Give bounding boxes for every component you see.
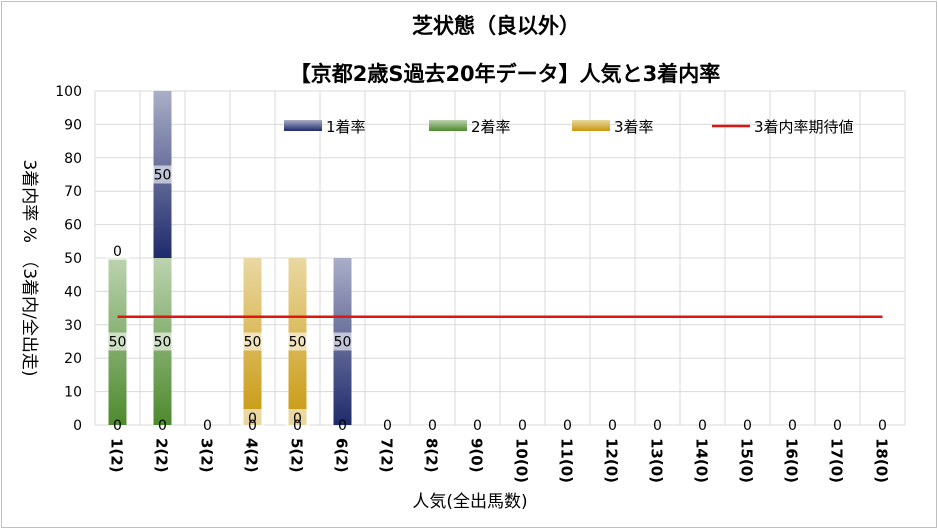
data-label: 50 bbox=[109, 335, 127, 351]
legend-label: 2着率 bbox=[471, 118, 511, 136]
zero-label: 0 bbox=[428, 418, 437, 434]
y-tick-label: 60 bbox=[64, 218, 82, 234]
x-tick-label: 16(0) bbox=[783, 438, 801, 483]
x-tick-label: 1(2) bbox=[108, 438, 126, 473]
data-label: 50 bbox=[289, 335, 307, 351]
legend-label: 1着率 bbox=[326, 118, 366, 136]
chart-subtitle: 【京都2歳S過去20年データ】人気と3着内率 bbox=[290, 62, 721, 86]
zero-label: 0 bbox=[113, 418, 122, 434]
y-tick-label: 40 bbox=[64, 284, 82, 300]
zero-label: 0 bbox=[698, 418, 707, 434]
data-label-bg bbox=[105, 242, 130, 260]
x-tick-label: 4(2) bbox=[243, 438, 261, 473]
zero-label: 0 bbox=[653, 418, 662, 434]
data-label: 50 bbox=[154, 168, 172, 184]
x-tick-label: 7(2) bbox=[378, 438, 396, 473]
x-tick-label: 3(2) bbox=[198, 438, 216, 473]
zero-label: 0 bbox=[743, 418, 752, 434]
y-tick-label: 10 bbox=[64, 385, 82, 401]
x-tick-label: 15(0) bbox=[738, 438, 756, 483]
data-label-bg bbox=[105, 332, 130, 351]
legend-label: 3着内率期待値 bbox=[754, 118, 854, 136]
legend-swatch-1着率 bbox=[284, 120, 322, 131]
x-tick-label: 13(0) bbox=[648, 438, 666, 483]
zero-label: 0 bbox=[518, 418, 527, 434]
x-tick-label: 11(0) bbox=[558, 438, 576, 483]
zero-label: 0 bbox=[833, 418, 842, 434]
y-tick-label: 70 bbox=[64, 184, 82, 200]
data-label-bg bbox=[285, 332, 310, 351]
x-tick-label: 17(0) bbox=[828, 438, 846, 483]
data-label-bg bbox=[240, 409, 265, 427]
data-label: 50 bbox=[244, 335, 262, 351]
y-tick-label: 80 bbox=[64, 151, 82, 167]
y-tick-label: 30 bbox=[64, 318, 82, 334]
x-tick-label: 2(2) bbox=[153, 438, 171, 473]
x-tick-label: 6(2) bbox=[333, 438, 351, 473]
chart-title: 芝状態（良以外） bbox=[412, 14, 580, 38]
legend-swatch-2着率 bbox=[429, 120, 467, 131]
zero-label: 0 bbox=[203, 418, 212, 434]
data-label: 50 bbox=[154, 335, 172, 351]
legend-label: 3着率 bbox=[614, 118, 654, 136]
zero-label: 0 bbox=[293, 418, 302, 434]
x-tick-label: 10(0) bbox=[513, 438, 531, 483]
data-label-bg bbox=[240, 332, 265, 351]
zero-label: 0 bbox=[338, 418, 347, 434]
data-label: 0 bbox=[293, 411, 302, 427]
data-label-bg bbox=[330, 332, 355, 351]
zero-label: 0 bbox=[788, 418, 797, 434]
zero-label: 0 bbox=[563, 418, 572, 434]
y-tick-label: 100 bbox=[55, 84, 82, 100]
x-tick-label: 12(0) bbox=[603, 438, 621, 483]
zero-label: 0 bbox=[158, 418, 167, 434]
x-tick-label: 14(0) bbox=[693, 438, 711, 483]
zero-label: 0 bbox=[608, 418, 617, 434]
y-axis-title: 3着内率 % （3着内/全出走) bbox=[19, 159, 39, 376]
data-label-bg bbox=[150, 332, 175, 351]
data-label-bg bbox=[285, 409, 310, 427]
y-tick-label: 50 bbox=[64, 251, 82, 267]
y-tick-label: 20 bbox=[64, 351, 82, 367]
data-label: 0 bbox=[113, 244, 122, 260]
y-tick-label: 90 bbox=[64, 117, 82, 133]
x-axis-title: 人気(全出馬数) bbox=[412, 492, 527, 512]
legend-swatch-3着率 bbox=[572, 120, 610, 131]
x-tick-label: 5(2) bbox=[288, 438, 306, 473]
zero-label: 0 bbox=[383, 418, 392, 434]
data-label: 0 bbox=[248, 411, 257, 427]
zero-label: 0 bbox=[473, 418, 482, 434]
x-tick-label: 18(0) bbox=[873, 438, 891, 483]
x-tick-label: 9(0) bbox=[468, 438, 486, 473]
zero-label: 0 bbox=[878, 418, 887, 434]
x-tick-label: 8(2) bbox=[423, 438, 441, 473]
zero-label: 0 bbox=[248, 418, 257, 434]
data-label: 50 bbox=[334, 335, 352, 351]
y-tick-label: 0 bbox=[73, 418, 82, 434]
data-label-bg bbox=[150, 165, 175, 184]
